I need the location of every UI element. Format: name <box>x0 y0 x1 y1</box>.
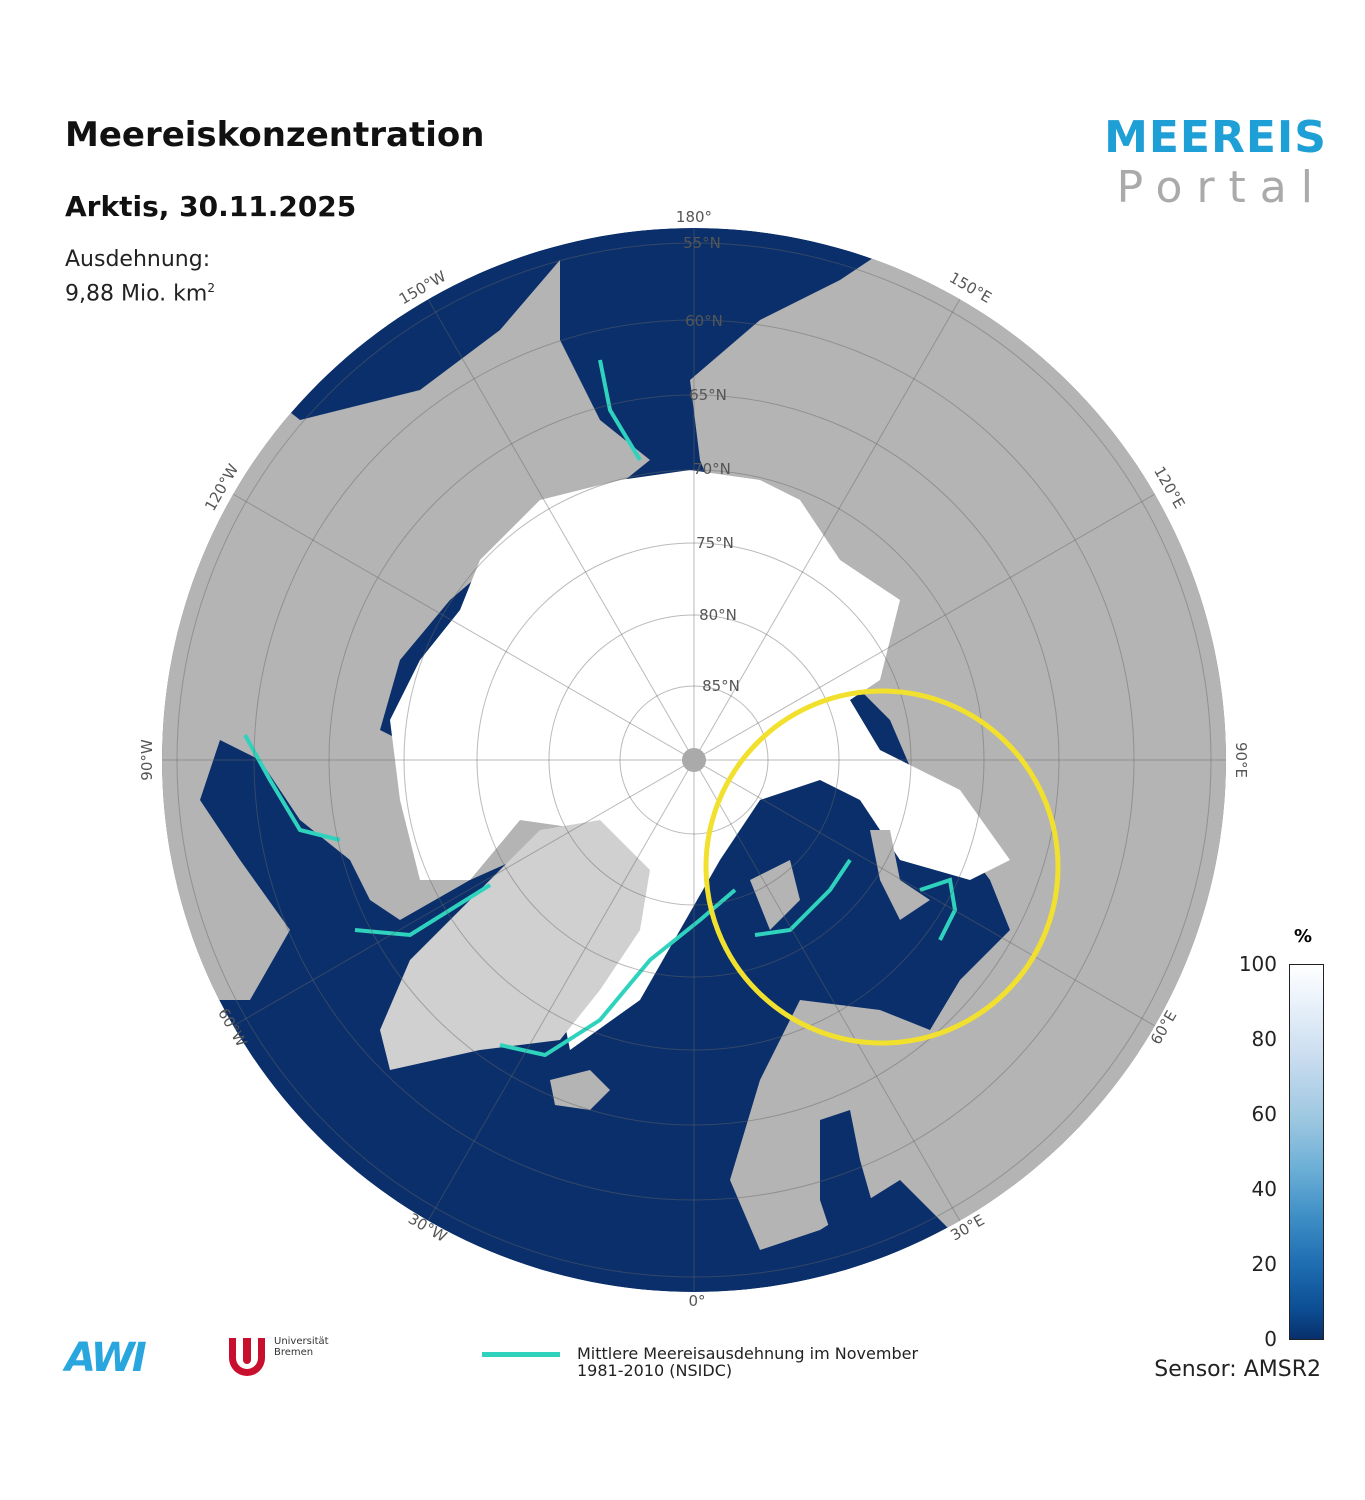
median-ice-edge <box>919 877 958 941</box>
lat-label: 65°N <box>689 386 727 404</box>
lon-label: 90°E <box>1232 742 1250 778</box>
lat-label: 70°N <box>693 460 731 478</box>
extent-label: Ausdehnung: <box>65 247 211 272</box>
colorbar-tick: 60 <box>1251 1102 1277 1126</box>
median-ice-edge <box>754 858 852 937</box>
latitude-labels: 55°N 60°N 65°N 70°N 75°N 80°N 85°N <box>683 234 740 695</box>
brand-logo-meereis: MEEREIS <box>1104 112 1327 163</box>
highlight-circle <box>703 688 1061 1046</box>
lat-label: 85°N <box>702 677 740 695</box>
legend-text: Mittlere Meereisausdehnung im November 1… <box>577 1345 918 1379</box>
baltic-sea <box>820 1110 880 1260</box>
uni-bremen-logo-icon <box>229 1338 265 1376</box>
colorbar-tick: 40 <box>1251 1177 1277 1201</box>
lon-label: 90°W <box>138 739 156 781</box>
colorbar <box>1289 964 1324 1340</box>
uni-bremen-text: Universität Bremen <box>274 1336 329 1358</box>
lat-label: 55°N <box>683 234 721 252</box>
land-novaya-zemlya <box>870 830 930 920</box>
awi-logo: AWI <box>65 1335 147 1381</box>
median-ice-edge <box>598 359 642 462</box>
lon-label: 0° <box>688 1292 705 1310</box>
median-ice-edge <box>499 888 737 1058</box>
land-iceland <box>550 1070 610 1110</box>
colorbar-tick: 80 <box>1251 1027 1277 1051</box>
sensor-label: Sensor: AMSR2 <box>1154 1357 1321 1382</box>
brand-logo-portal: Portal <box>1116 162 1327 213</box>
legend-line2: 1981-2010 (NSIDC) <box>577 1361 733 1380</box>
land-greenland <box>380 820 650 1070</box>
extent-info: Ausdehnung: 9,88 Mio. km2 <box>65 245 215 308</box>
colorbar-tick: 20 <box>1251 1252 1277 1276</box>
graticule <box>162 228 1226 1292</box>
page-title: Meereiskonzentration <box>65 115 485 155</box>
colorbar-tick: 100 <box>1238 952 1277 976</box>
lat-label: 60°N <box>685 312 723 330</box>
colorbar-tick: 0 <box>1264 1327 1277 1351</box>
legend-line1: Mittlere Meereisausdehnung im November <box>577 1344 919 1363</box>
lat-label: 80°N <box>699 606 737 624</box>
land-svalbard <box>750 860 800 930</box>
legend-line-swatch <box>482 1352 560 1357</box>
lat-label: 75°N <box>696 534 734 552</box>
median-ice-edge <box>243 734 341 842</box>
region-date: Arktis, 30.11.2025 <box>65 190 357 223</box>
extent-value: 9,88 Mio. km2 <box>65 281 215 307</box>
lon-label: 180° <box>676 208 712 226</box>
colorbar-unit: % <box>1294 926 1313 947</box>
median-ice-edge <box>354 883 492 938</box>
pole-hole <box>682 748 706 772</box>
